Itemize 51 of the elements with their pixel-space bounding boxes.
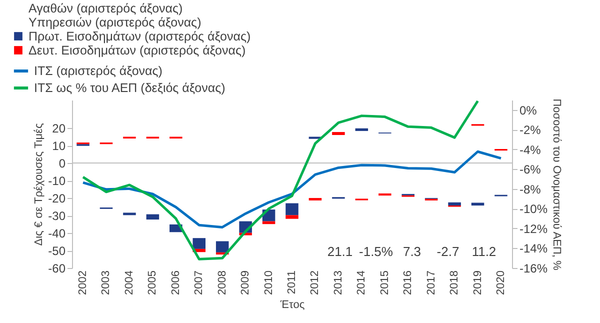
x-axis-title: Έτος — [279, 298, 305, 311]
x-tick-label: 2017 — [425, 270, 438, 295]
text: Υπηρεσιών (αριστερός άξονας) — [28, 15, 202, 30]
y2-tick-label: -10% — [520, 202, 548, 216]
y2-tick-label: 0% — [520, 103, 538, 118]
x-tick-label: 2002 — [77, 270, 90, 295]
y-axis-title: Δις € σε Τρέχουσες Τιμές — [33, 123, 46, 246]
annotation: -2.7 — [436, 244, 460, 259]
annotation: 11.2 — [472, 244, 496, 259]
y-tick-label: -30 — [48, 209, 66, 223]
x-tick-label: 2005 — [146, 270, 159, 295]
x-tick-label: 2015 — [378, 270, 391, 295]
x-tick-label: 2004 — [123, 270, 136, 295]
y2-tick-label: -12% — [520, 222, 548, 236]
x-tick-label: 2019 — [472, 270, 484, 295]
x-tick-label: 2018 — [448, 270, 461, 295]
x-tick-label: 2011 — [286, 270, 298, 294]
x-tick-label: 2012 — [309, 270, 322, 295]
annotation: 7.3 — [402, 244, 422, 259]
x-tick-label: 2013 — [332, 270, 344, 295]
x-tick-label: 2006 — [170, 270, 182, 295]
x-tick-label: 2009 — [240, 270, 252, 295]
x-tick-label: 2010 — [262, 270, 275, 295]
y2-tick-label: -8% — [520, 182, 542, 196]
y-tick-label: 20 — [52, 122, 66, 136]
y2-axis-title: Ποσοστό του Ονομαστικού ΑΕΠ, % — [550, 98, 563, 270]
legend-label: Πρωτ. Εισοδημάτων (αριστερός άξονας) — [28, 29, 251, 44]
y-tick-label: -50 — [48, 244, 66, 258]
x-tick-label: 2014 — [356, 270, 368, 295]
y-tick-label: -20 — [48, 192, 66, 206]
y-tick-label: -40 — [48, 226, 66, 240]
y2-tick-label: -6% — [520, 162, 542, 177]
x-tick-label: 2008 — [216, 270, 228, 295]
y-tick-label: -10 — [48, 174, 66, 188]
legend-label: Δευτ. Εισοδημάτων (αριστερός άξονας) — [28, 43, 246, 58]
y2-tick-label: -2% — [520, 123, 542, 138]
legend-label: ΙΤΣ (αριστερός άξονας) — [34, 64, 162, 78]
y2-tick-label: -16% — [520, 262, 548, 276]
text: Αγαθών (αριστερός άξονας) — [28, 1, 183, 16]
x-tick-label: 2007 — [193, 270, 206, 295]
x-tick-label: 2016 — [402, 270, 414, 295]
y-tick-label: 0 — [58, 156, 66, 170]
legend-label: ΙΤΣ ως % του ΑΕΠ (δεξιός άξονας) — [34, 81, 226, 95]
x-tick-label: 2003 — [100, 270, 112, 295]
annotation: 21.1 — [327, 244, 353, 259]
y2-tick-label: -14% — [520, 242, 548, 256]
x-tick-label: 2020 — [494, 270, 507, 295]
y-tick-label: -60 — [48, 262, 66, 276]
annotation: -1.5% — [359, 244, 394, 259]
y-tick-label: 10 — [52, 139, 66, 153]
y2-tick-label: -4% — [520, 142, 542, 157]
